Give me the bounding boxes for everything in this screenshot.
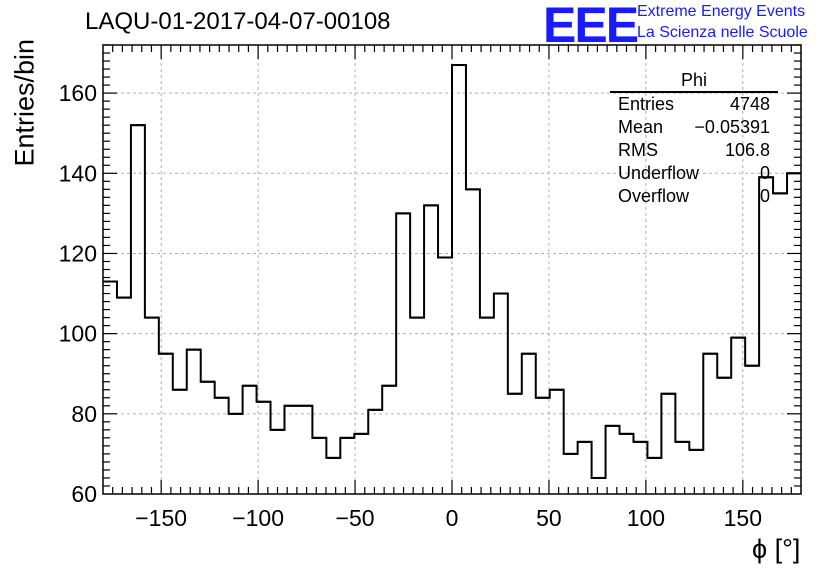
- stats-value: 106.8: [724, 140, 770, 160]
- x-tick-label: 150: [724, 505, 762, 531]
- y-tick-label: 160: [59, 80, 97, 106]
- x-tick-label: −50: [336, 505, 375, 531]
- stats-value: 0: [759, 163, 770, 183]
- logo-subtitle-1: Extreme Energy Events: [637, 3, 806, 20]
- y-tick-label: 60: [71, 481, 97, 507]
- stats-key: Entries: [618, 94, 675, 114]
- stats-value: 0: [759, 186, 770, 206]
- stats-key: Overflow: [618, 186, 690, 206]
- stats-value: −0.05391: [694, 117, 770, 137]
- x-tick-label: −150: [135, 505, 187, 531]
- stats-row-mean: Mean −0.05391: [610, 116, 778, 139]
- logo-subtitle-2: La Scienza nelle Scuole: [637, 24, 808, 41]
- stats-row-overflow: Overflow 0: [610, 185, 778, 208]
- stats-key: Underflow: [618, 163, 700, 183]
- stats-row-rms: RMS 106.8: [610, 139, 778, 162]
- x-tick-label: −100: [232, 505, 284, 531]
- x-tick-label: 100: [627, 505, 665, 531]
- y-tick-label: 80: [71, 401, 97, 427]
- stats-value: 4748: [729, 94, 770, 114]
- x-tick-label: 0: [446, 505, 459, 531]
- y-tick-label: 100: [59, 321, 97, 347]
- stats-key: RMS: [618, 140, 658, 160]
- stats-key: Mean: [618, 117, 664, 137]
- chart-title: LAQU-01-2017-04-07-00108: [85, 8, 391, 35]
- stats-row-underflow: Underflow 0: [610, 162, 778, 185]
- eee-logo: EEE: [543, 0, 639, 53]
- x-axis-label: ϕ [°]: [752, 534, 801, 564]
- y-tick-label: 140: [59, 160, 97, 186]
- y-axis-label: Entries/bin: [9, 38, 40, 167]
- stats-title: Phi: [610, 70, 778, 93]
- x-tick-label: 50: [536, 505, 562, 531]
- y-tick-label: 120: [59, 240, 97, 266]
- stats-box: Phi Entries 4748 Mean −0.05391 RMS 106.8…: [610, 70, 778, 208]
- stats-row-entries: Entries 4748: [610, 93, 778, 116]
